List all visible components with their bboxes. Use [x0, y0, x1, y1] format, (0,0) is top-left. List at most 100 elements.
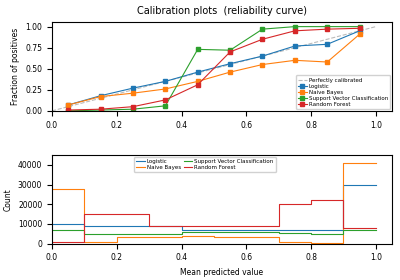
- Naive Bayes: [50, 187, 54, 190]
- Logistic: [292, 44, 297, 48]
- Line: Naive Bayes: Naive Bayes: [52, 163, 376, 242]
- Naive Bayes: [260, 63, 265, 66]
- Naive Bayes: [212, 234, 216, 237]
- Naive Bayes: [309, 241, 314, 244]
- Logistic: [244, 228, 249, 232]
- Naive Bayes: [212, 235, 216, 238]
- X-axis label: Mean predicted value: Mean predicted value: [180, 268, 264, 277]
- Support Vector Classification: [244, 230, 249, 234]
- Support Vector Classification: [179, 230, 184, 234]
- Naive Bayes: [147, 235, 152, 238]
- Naive Bayes: [98, 95, 103, 98]
- Logistic: [163, 80, 168, 83]
- Support Vector Classification: [309, 232, 314, 235]
- Random Forest: [147, 213, 152, 216]
- Naive Bayes: [374, 161, 378, 165]
- Random Forest: [147, 224, 152, 228]
- Naive Bayes: [82, 240, 87, 243]
- Support Vector Classification: [82, 228, 87, 232]
- Logistic: [260, 54, 265, 58]
- Legend: Logistic, Naive Bayes, Support Vector Classification, Random Forest: Logistic, Naive Bayes, Support Vector Cl…: [134, 157, 276, 172]
- Line: Naive Bayes: Naive Bayes: [66, 32, 361, 107]
- Support Vector Classification: [114, 232, 119, 235]
- Random Forest: [66, 108, 70, 112]
- Y-axis label: Fraction of positives: Fraction of positives: [11, 28, 20, 105]
- Logistic: [357, 29, 362, 32]
- Naive Bayes: [82, 187, 87, 190]
- Naive Bayes: [114, 235, 119, 238]
- Logistic: [325, 43, 330, 46]
- Logistic: [309, 228, 314, 232]
- Random Forest: [341, 226, 346, 230]
- Naive Bayes: [66, 103, 70, 107]
- Naive Bayes: [130, 92, 135, 95]
- Support Vector Classification: [212, 230, 216, 234]
- Random Forest: [50, 240, 54, 243]
- Random Forest: [163, 98, 168, 102]
- Support Vector Classification: [325, 25, 330, 28]
- Random Forest: [130, 105, 135, 108]
- Logistic: [276, 228, 281, 232]
- Logistic: [114, 224, 119, 228]
- Logistic: [147, 224, 152, 228]
- Support Vector Classification: [179, 232, 184, 235]
- Line: Random Forest: Random Forest: [52, 200, 376, 242]
- Naive Bayes: [163, 87, 168, 91]
- Naive Bayes: [195, 80, 200, 83]
- Support Vector Classification: [147, 232, 152, 235]
- Logistic: [212, 228, 216, 232]
- Naive Bayes: [357, 32, 362, 36]
- Support Vector Classification: [98, 108, 103, 112]
- Random Forest: [374, 226, 378, 230]
- Legend: Perfectly calibrated, Logistic, Naive Bayes, Support Vector Classification, Rand: Perfectly calibrated, Logistic, Naive Ba…: [296, 75, 390, 109]
- Logistic: [114, 224, 119, 228]
- Logistic: [276, 228, 281, 232]
- Random Forest: [260, 38, 265, 41]
- Random Forest: [325, 27, 330, 31]
- Logistic: [244, 228, 249, 232]
- Naive Bayes: [341, 241, 346, 244]
- Support Vector Classification: [130, 108, 135, 111]
- Random Forest: [195, 83, 200, 87]
- Support Vector Classification: [309, 231, 314, 234]
- Line: Support Vector Classification: Support Vector Classification: [66, 25, 361, 113]
- Support Vector Classification: [341, 228, 346, 232]
- Naive Bayes: [276, 240, 281, 243]
- Naive Bayes: [147, 235, 152, 238]
- Support Vector Classification: [341, 232, 346, 235]
- Support Vector Classification: [163, 104, 168, 108]
- Logistic: [66, 103, 70, 107]
- Logistic: [82, 222, 87, 226]
- Naive Bayes: [341, 161, 346, 165]
- Logistic: [374, 183, 378, 186]
- Random Forest: [341, 199, 346, 202]
- Support Vector Classification: [228, 48, 232, 52]
- Logistic: [82, 224, 87, 228]
- Support Vector Classification: [195, 48, 200, 51]
- Logistic: [179, 228, 184, 232]
- Random Forest: [179, 224, 184, 228]
- Logistic: [195, 71, 200, 74]
- Line: Support Vector Classification: Support Vector Classification: [52, 230, 376, 234]
- Logistic: [147, 224, 152, 228]
- Random Forest: [292, 29, 297, 32]
- Random Forest: [212, 224, 216, 228]
- Random Forest: [114, 213, 119, 216]
- Random Forest: [179, 224, 184, 228]
- Y-axis label: Count: Count: [3, 188, 12, 211]
- Line: Logistic: Logistic: [52, 185, 376, 230]
- Logistic: [50, 222, 54, 226]
- Random Forest: [309, 199, 314, 202]
- Random Forest: [244, 224, 249, 228]
- Naive Bayes: [276, 235, 281, 238]
- Random Forest: [357, 27, 362, 30]
- Logistic: [309, 228, 314, 232]
- Support Vector Classification: [357, 25, 362, 28]
- Line: Random Forest: Random Forest: [66, 27, 361, 112]
- Support Vector Classification: [114, 232, 119, 235]
- Logistic: [212, 228, 216, 232]
- Random Forest: [276, 203, 281, 206]
- Title: Calibration plots  (reliability curve): Calibration plots (reliability curve): [137, 6, 307, 16]
- Random Forest: [228, 50, 232, 53]
- Support Vector Classification: [244, 230, 249, 234]
